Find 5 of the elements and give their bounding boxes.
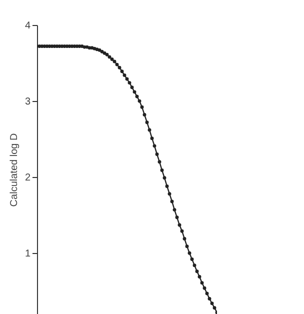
- y-tick-label: 4: [24, 20, 31, 32]
- y-tick-label: 1: [24, 248, 31, 260]
- y-tick-label: 2: [24, 172, 31, 184]
- y-tick-label: 3: [24, 96, 31, 108]
- y-axis-title: Calculated log D: [8, 133, 20, 207]
